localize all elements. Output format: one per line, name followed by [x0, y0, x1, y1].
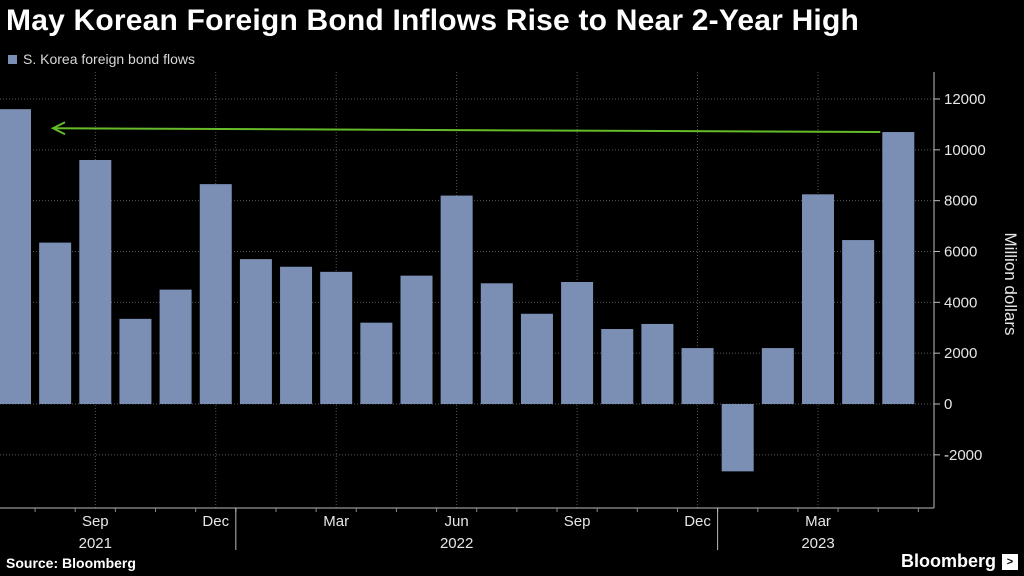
- bar-2022-07: [480, 283, 513, 404]
- y-tick-label: 6000: [944, 244, 977, 261]
- x-tick-label: Dec: [684, 513, 711, 530]
- legend-swatch: [8, 54, 17, 64]
- x-tick-label: Sep: [564, 513, 591, 530]
- bar-2021-11: [159, 289, 192, 404]
- bar-2022-09: [561, 282, 594, 404]
- bar-2023-02: [761, 348, 794, 404]
- year-label: 2021: [79, 535, 112, 552]
- y-tick-label: 8000: [944, 193, 977, 210]
- year-label: 2023: [801, 535, 834, 552]
- y-tick-label: 2000: [944, 345, 977, 362]
- y-tick-label: 10000: [944, 142, 986, 159]
- x-tick-label: Sep: [82, 513, 109, 530]
- y-tick-label: 12000: [944, 91, 986, 108]
- legend: S. Korea foreign bond flows: [8, 51, 195, 67]
- bar-2021-08: [39, 242, 72, 404]
- bar-2023-05: [882, 132, 915, 404]
- annotation-arrow-head: [50, 121, 66, 136]
- bar-2022-02: [280, 266, 313, 404]
- terminal-icon: >: [1002, 553, 1018, 570]
- y-axis-title: Million dollars: [1001, 233, 1020, 336]
- y-tick-label: -2000: [944, 447, 982, 464]
- bar-2022-10: [601, 329, 634, 404]
- x-tick-label: Jun: [445, 513, 469, 530]
- brand-logo: Bloomberg >: [901, 551, 1018, 572]
- source-note: Source: Bloomberg: [6, 555, 136, 571]
- bar-2023-04: [842, 240, 875, 404]
- bar-2023-03: [802, 194, 834, 404]
- year-label: 2022: [440, 535, 473, 552]
- chart-title: May Korean Foreign Bond Inflows Rise to …: [6, 4, 860, 37]
- bar-2022-11: [641, 323, 674, 404]
- bar-2022-06: [440, 195, 473, 404]
- x-tick-label: Mar: [323, 513, 349, 530]
- brand-name: Bloomberg: [900, 551, 996, 571]
- bar-2023-01: [721, 404, 754, 472]
- bar-2021-12: [199, 184, 232, 404]
- bar-2022-08: [520, 313, 553, 404]
- y-tick-label: 4000: [944, 294, 977, 311]
- y-tick-label: 0: [944, 396, 952, 413]
- bar-2022-12: [681, 348, 714, 404]
- bar-2022-05: [400, 275, 433, 404]
- bar-2022-01: [239, 259, 272, 404]
- bar-2022-03: [320, 271, 353, 404]
- bar-2021-10: [119, 318, 152, 404]
- annotation-arrow-line: [52, 127, 881, 134]
- bar-2022-04: [360, 322, 393, 404]
- x-tick-label: Dec: [202, 513, 229, 530]
- bar-2021-07: [0, 109, 31, 405]
- legend-label: S. Korea foreign bond flows: [23, 51, 195, 67]
- x-tick-label: Mar: [805, 513, 831, 530]
- bar-2021-09: [79, 160, 112, 404]
